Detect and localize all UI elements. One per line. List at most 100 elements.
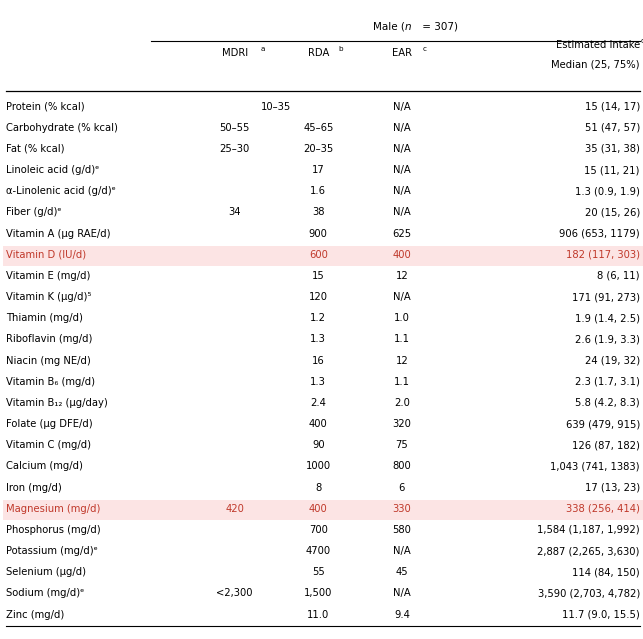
Text: 1.1: 1.1 (394, 334, 410, 344)
Text: Vitamin K (µg/d)⁵: Vitamin K (µg/d)⁵ (6, 292, 92, 302)
Text: 38: 38 (312, 208, 325, 217)
Text: Fat (% kcal): Fat (% kcal) (6, 144, 65, 154)
Text: 1.3: 1.3 (311, 377, 326, 387)
Text: 182 (117, 303): 182 (117, 303) (566, 250, 640, 259)
Text: c: c (422, 46, 426, 52)
Text: MDRI: MDRI (222, 48, 248, 58)
Text: <2,300: <2,300 (217, 589, 253, 598)
Text: 3,590 (2,703, 4,782): 3,590 (2,703, 4,782) (538, 589, 640, 598)
Text: 1.0: 1.0 (394, 313, 410, 323)
Text: 625: 625 (392, 229, 412, 238)
Text: Median (25, 75%): Median (25, 75%) (551, 59, 640, 70)
Text: 1000: 1000 (305, 461, 331, 472)
Text: 50–55: 50–55 (219, 123, 250, 133)
Text: 320: 320 (392, 419, 412, 429)
Text: N/A: N/A (393, 144, 411, 154)
Text: Vitamin A (µg RAE/d): Vitamin A (µg RAE/d) (6, 229, 111, 238)
Text: 1.1: 1.1 (394, 377, 410, 387)
Text: Vitamin D (IU/d): Vitamin D (IU/d) (6, 250, 87, 259)
Text: 45: 45 (395, 567, 408, 577)
Text: Zinc (mg/d): Zinc (mg/d) (6, 610, 65, 619)
Text: Folate (µg DFE/d): Folate (µg DFE/d) (6, 419, 93, 429)
Text: 11.0: 11.0 (307, 610, 329, 619)
Text: 5.8 (4.2, 8.3): 5.8 (4.2, 8.3) (575, 398, 640, 408)
Text: 400: 400 (309, 504, 328, 514)
Text: 11.7 (9.0, 15.5): 11.7 (9.0, 15.5) (562, 610, 640, 619)
Text: 2.0: 2.0 (394, 398, 410, 408)
Text: 800: 800 (392, 461, 412, 472)
Text: 6: 6 (399, 482, 405, 493)
Text: 2,887 (2,265, 3,630): 2,887 (2,265, 3,630) (538, 546, 640, 556)
Text: 75: 75 (395, 440, 408, 450)
Text: α-Linolenic acid (g/d)ᵉ: α-Linolenic acid (g/d)ᵉ (6, 186, 116, 196)
Text: N/A: N/A (393, 589, 411, 598)
Text: Fiber (g/d)ᵉ: Fiber (g/d)ᵉ (6, 208, 62, 217)
Text: 700: 700 (309, 525, 328, 535)
Text: 55: 55 (312, 567, 325, 577)
Text: 2.4: 2.4 (311, 398, 326, 408)
Text: Estimated Intake: Estimated Intake (556, 40, 640, 50)
Text: 1,500: 1,500 (304, 589, 332, 598)
Text: 15: 15 (312, 271, 325, 281)
Text: 12: 12 (395, 355, 408, 366)
Text: Sodium (mg/d)ᵉ: Sodium (mg/d)ᵉ (6, 589, 85, 598)
Text: 330: 330 (392, 504, 412, 514)
Text: EAR: EAR (392, 48, 412, 58)
Text: 15 (14, 17): 15 (14, 17) (584, 102, 640, 112)
Text: 8 (6, 11): 8 (6, 11) (597, 271, 640, 281)
Text: 900: 900 (309, 229, 328, 238)
Text: 2.3 (1.7, 3.1): 2.3 (1.7, 3.1) (575, 377, 640, 387)
Text: Calcium (mg/d): Calcium (mg/d) (6, 461, 84, 472)
Text: N/A: N/A (393, 208, 411, 217)
Text: 24 (19, 32): 24 (19, 32) (584, 355, 640, 366)
Text: 1.2: 1.2 (311, 313, 326, 323)
Text: 126 (87, 182): 126 (87, 182) (572, 440, 640, 450)
Text: 15 (11, 21): 15 (11, 21) (584, 165, 640, 175)
Text: 90: 90 (312, 440, 325, 450)
Text: 17 (13, 23): 17 (13, 23) (584, 482, 640, 493)
Text: N/A: N/A (393, 123, 411, 133)
Text: 9.4: 9.4 (394, 610, 410, 619)
Text: 120: 120 (309, 292, 328, 302)
FancyBboxPatch shape (3, 246, 643, 266)
Text: 1.9 (1.4, 2.5): 1.9 (1.4, 2.5) (575, 313, 640, 323)
Text: Linoleic acid (g/d)ᵉ: Linoleic acid (g/d)ᵉ (6, 165, 100, 175)
Text: 45–65: 45–65 (303, 123, 334, 133)
Text: Iron (mg/d): Iron (mg/d) (6, 482, 62, 493)
Text: 20 (15, 26): 20 (15, 26) (584, 208, 640, 217)
Text: Male (: Male ( (373, 22, 405, 32)
Text: Selenium (µg/d): Selenium (µg/d) (6, 567, 86, 577)
Text: Vitamin C (mg/d): Vitamin C (mg/d) (6, 440, 91, 450)
Text: 580: 580 (392, 525, 412, 535)
Text: 639 (479, 915): 639 (479, 915) (566, 419, 640, 429)
Text: a: a (261, 46, 266, 52)
Text: Protein (% kcal): Protein (% kcal) (6, 102, 85, 112)
Text: 400: 400 (392, 250, 412, 259)
Text: 338 (256, 414): 338 (256, 414) (566, 504, 640, 514)
Text: 12: 12 (395, 271, 408, 281)
Text: Carbohydrate (% kcal): Carbohydrate (% kcal) (6, 123, 118, 133)
Text: 34: 34 (228, 208, 241, 217)
Text: 114 (84, 150): 114 (84, 150) (572, 567, 640, 577)
Text: 4700: 4700 (305, 546, 331, 556)
Text: N/A: N/A (393, 292, 411, 302)
Text: Vitamin E (mg/d): Vitamin E (mg/d) (6, 271, 91, 281)
Text: 1.3: 1.3 (311, 334, 326, 344)
Text: 8: 8 (315, 482, 322, 493)
Text: 171 (91, 273): 171 (91, 273) (572, 292, 640, 302)
Text: 35 (31, 38): 35 (31, 38) (585, 144, 640, 154)
Text: 1.6: 1.6 (311, 186, 326, 196)
Text: Riboflavin (mg/d): Riboflavin (mg/d) (6, 334, 93, 344)
Text: N/A: N/A (393, 186, 411, 196)
Text: 51 (47, 57): 51 (47, 57) (584, 123, 640, 133)
Text: 2.6 (1.9, 3.3): 2.6 (1.9, 3.3) (575, 334, 640, 344)
Text: Magnesium (mg/d): Magnesium (mg/d) (6, 504, 101, 514)
Text: n: n (405, 22, 412, 32)
Text: 906 (653, 1179): 906 (653, 1179) (559, 229, 640, 238)
Text: 400: 400 (309, 419, 328, 429)
Text: Vitamin B₁₂ (µg/day): Vitamin B₁₂ (µg/day) (6, 398, 108, 408)
Text: Vitamin B₆ (mg/d): Vitamin B₆ (mg/d) (6, 377, 95, 387)
Text: d: d (640, 38, 643, 44)
Text: Thiamin (mg/d): Thiamin (mg/d) (6, 313, 84, 323)
Text: 10–35: 10–35 (261, 102, 292, 112)
